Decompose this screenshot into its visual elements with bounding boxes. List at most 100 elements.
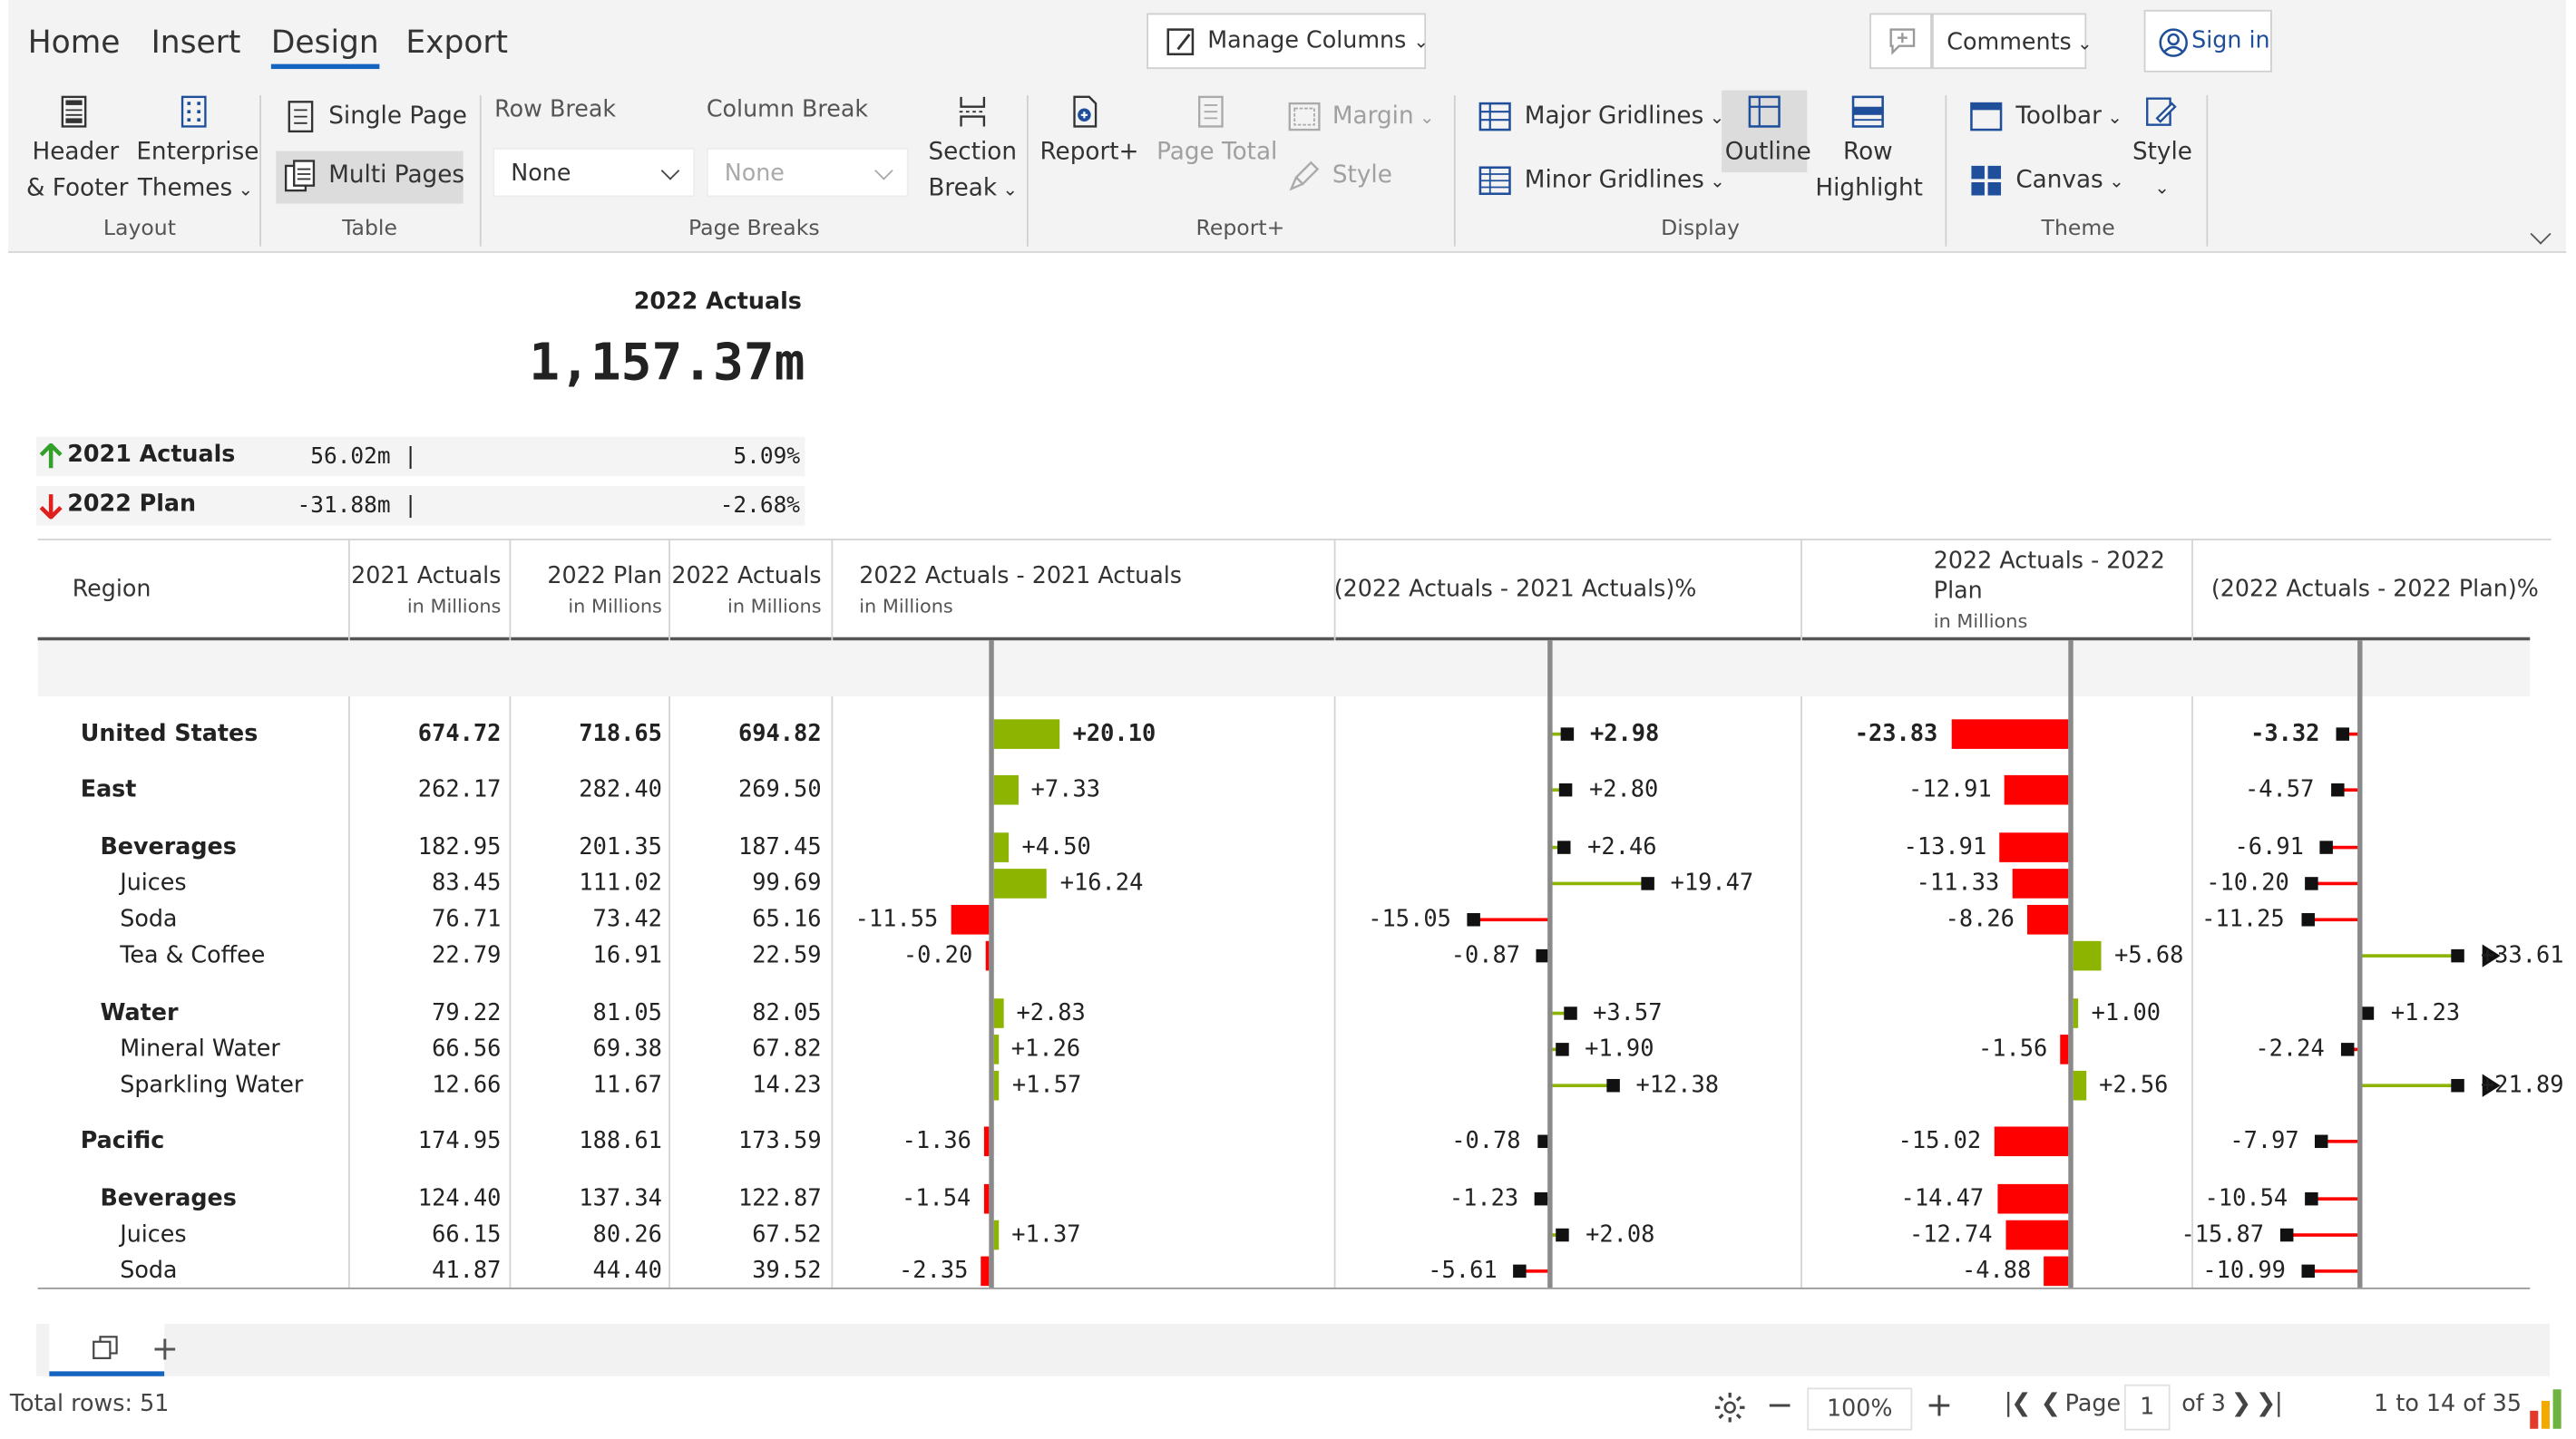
cell-2022-plan: 69.38 (592, 1035, 662, 1063)
status-bar: Total rows: 51 − 100% + |❮ ❮ Page 1 of 3… (0, 1379, 2576, 1438)
margin-button[interactable]: Margin ⌄ (1332, 103, 1435, 131)
delta-plan-pct-label: -10.54 (2204, 1185, 2288, 1212)
cell-2022-plan: 137.34 (579, 1185, 662, 1212)
delta-plan-pct-marker (2304, 1191, 2317, 1206)
comments-dropdown[interactable]: Comments ⌄ (1931, 13, 2093, 70)
delta-2021-label: -2.35 (899, 1258, 969, 1285)
style-button-disabled[interactable]: Style (1332, 162, 1392, 190)
tab-insert[interactable]: Insert (151, 24, 241, 62)
separator (259, 95, 261, 247)
tab-export[interactable]: Export (405, 24, 509, 62)
gear-icon[interactable] (1713, 1391, 1746, 1424)
total-rows: Total rows: 51 (9, 1391, 170, 1418)
major-gridlines-button[interactable]: Major Gridlines ⌄ (1524, 103, 1725, 131)
delta-2021-bar (984, 1126, 990, 1157)
delta-2021-pct-marker (1537, 948, 1550, 963)
report-plus-button[interactable]: Report+ (1039, 139, 1139, 166)
section-break-button[interactable]: Section Break ⌄ (928, 139, 1019, 202)
toolbar-button[interactable]: Toolbar ⌄ (2015, 103, 2122, 131)
add-comment-button[interactable] (1869, 13, 1932, 70)
canvas-button[interactable]: Canvas ⌄ (2015, 167, 2124, 194)
single-page-button[interactable]: Single Page (328, 103, 467, 131)
delta-plan-bar (1994, 1126, 2069, 1157)
delta-2021-bar (951, 904, 990, 935)
header-delta-2021[interactable]: 2022 Actuals - 2021 Actuals in Millions (859, 563, 1183, 618)
style-button[interactable]: Style ⌄ (2132, 139, 2192, 199)
chart-axis (989, 640, 994, 1288)
page-total-button[interactable]: Page Total (1156, 139, 1278, 166)
toolbar-icon (1970, 100, 2003, 132)
delta-plan-bar (2005, 1220, 2069, 1250)
delta-2021-pct-label: -15.05 (1368, 906, 1451, 933)
delta-2021-pct-label: +2.08 (1586, 1221, 1655, 1249)
delta-plan-pct-label: +33.61 (2480, 942, 2564, 969)
header-delta-2021-pct[interactable]: (2022 Actuals - 2021 Actuals)% (1333, 576, 1697, 603)
add-sheet-icon[interactable]: + (151, 1328, 179, 1368)
delta-plan-pct-stem (2310, 1269, 2359, 1273)
zoom-out-icon[interactable]: − (1766, 1384, 1794, 1424)
record-range: 1 to 14 of 35 (2374, 1391, 2522, 1418)
first-page-icon[interactable]: |❮ (2004, 1387, 2032, 1418)
minor-gridlines-button[interactable]: Minor Gridlines ⌄ (1524, 167, 1725, 194)
brand-logo-icon (2530, 1389, 2561, 1429)
cell-2021-actuals: 182.95 (417, 834, 502, 861)
collapse-ribbon-icon[interactable] (2530, 223, 2552, 245)
header-footer-button[interactable]: Header & Footer (25, 139, 129, 202)
tab-home[interactable]: Home (27, 24, 121, 62)
delta-plan-pct-label: -4.57 (2245, 776, 2315, 803)
header-delta-plan[interactable]: 2022 Actuals - 2022 Plan in Millions (1933, 548, 2165, 633)
cell-2021-actuals: 83.45 (432, 870, 502, 897)
next-page-icon[interactable]: ❯ (2230, 1387, 2252, 1418)
cell-2022-actuals: 694.82 (737, 721, 822, 748)
delta-plan-pct-marker (2320, 841, 2334, 854)
page-input[interactable]: 1 (2123, 1384, 2171, 1431)
outline-label: Outline (1724, 139, 1811, 166)
delta-plan-label: -11.33 (1916, 870, 2000, 897)
header-2022-actuals[interactable]: 2022 Actuals in Millions (671, 563, 822, 618)
cell-2022-actuals: 65.16 (752, 906, 822, 933)
kpi-row-2021: 2021 Actuals 56.02m | 5.09% (35, 436, 805, 477)
last-page-icon[interactable]: ❯| (2255, 1387, 2283, 1418)
delta-plan-bar (1999, 832, 2069, 862)
cell-2021-actuals: 79.22 (432, 1000, 502, 1026)
delta-plan-pct-label: -6.91 (2234, 834, 2304, 861)
row-highlight-button[interactable]: Row Highlight (1815, 139, 1923, 202)
delta-2021-pct-stem (1550, 845, 1563, 850)
header-delta-plan-pct[interactable]: (2022 Actuals - 2022 Plan)% (2210, 576, 2539, 603)
kpi-row-abs: 56.02m | (310, 443, 418, 471)
delta-plan-pct-label: -10.99 (2202, 1258, 2286, 1285)
manage-columns-button[interactable]: Manage Columns ⌄ (1147, 13, 1429, 70)
enterprise-themes-button[interactable]: Enterprise Themes ⌄ (136, 139, 259, 202)
group-report-plus-label: Report+ (1195, 217, 1285, 242)
delta-2021-pct-label: -1.23 (1449, 1185, 1519, 1212)
outline-button[interactable] (1722, 90, 1808, 173)
header-2022-plan[interactable]: 2022 Plan in Millions (547, 563, 662, 618)
table-row: Juices 83.45 111.02 99.69 +16.24 +19.47 -11.33… (38, 866, 2531, 902)
sign-in-button[interactable]: Sign in (2143, 9, 2272, 73)
manage-columns-label: Manage Columns (1207, 27, 1407, 54)
delta-2021-pct-stem (1550, 1233, 1561, 1237)
group-display-label: Display (1661, 217, 1740, 242)
header-region[interactable]: Region (72, 576, 151, 603)
header-2021-actuals[interactable]: 2021 Actuals in Millions (351, 563, 502, 618)
tab-design[interactable]: Design (270, 24, 379, 70)
kpi-row-abs: -31.88m | (297, 492, 418, 520)
column-break-select[interactable]: None (706, 148, 909, 198)
cell-2022-actuals: 122.87 (737, 1185, 822, 1212)
delta-plan-pct-stem (2288, 1233, 2359, 1237)
delta-2021-label: -1.36 (902, 1128, 971, 1155)
row-highlight-icon (1851, 95, 1884, 128)
delta-plan-label: -4.88 (1961, 1258, 2032, 1285)
prev-page-icon[interactable]: ❮ (2040, 1387, 2062, 1418)
cell-2022-actuals: 187.45 (737, 834, 822, 861)
delta-plan-pct-stem (2344, 732, 2359, 736)
row-break-select[interactable]: None (493, 148, 696, 198)
sheet-tab[interactable] (49, 1323, 165, 1376)
delta-2021-pct-marker (1563, 1006, 1577, 1020)
zoom-in-icon[interactable]: + (1925, 1384, 1954, 1424)
delta-2021-label: -0.20 (903, 942, 973, 969)
zoom-level[interactable]: 100% (1807, 1387, 1913, 1431)
ribbon: Home Insert Design Export Manage Columns… (8, 0, 2567, 253)
style-brush-icon (1288, 160, 1321, 192)
cell-2022-plan: 188.61 (579, 1128, 662, 1155)
